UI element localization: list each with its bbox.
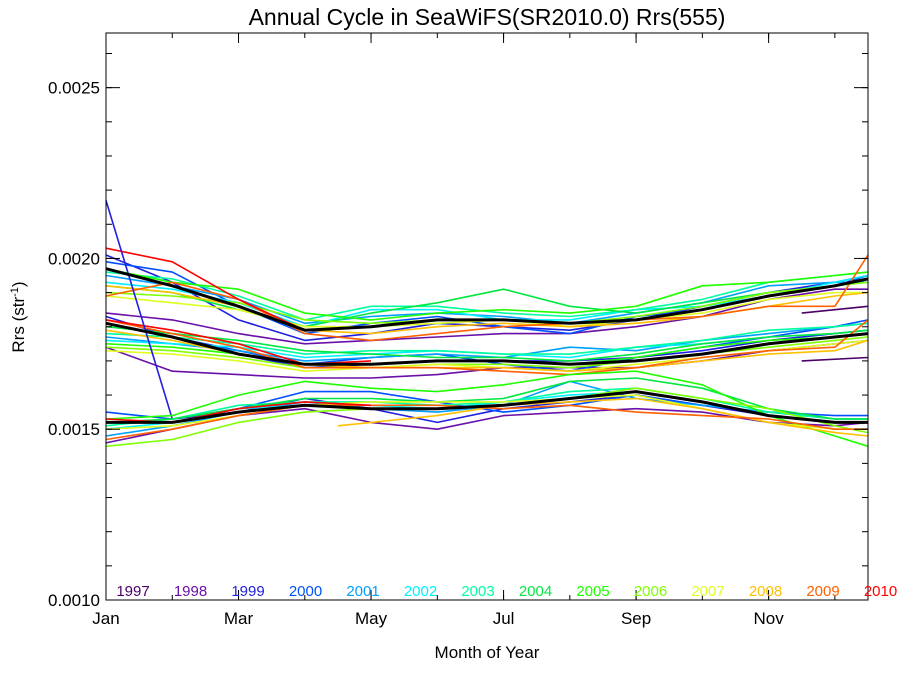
- plot-frame: [105, 32, 869, 601]
- y-axis-label: Rrs (str-1): [9, 281, 28, 352]
- series-line-lower-2009: [105, 404, 868, 441]
- legend-year-2010: 2010: [864, 583, 897, 600]
- legend-year-2003: 2003: [461, 583, 494, 600]
- series-line-middle-2009: [105, 319, 869, 376]
- legend-year-2008: 2008: [749, 583, 782, 600]
- legend-year-1997: 1997: [116, 583, 149, 600]
- legend-year-1999: 1999: [231, 583, 264, 600]
- y-tick-label: 0.0015: [48, 420, 100, 439]
- x-axis-label: Month of Year: [435, 643, 540, 662]
- legend-year-2009: 2009: [806, 583, 839, 600]
- y-tick-label: 0.0010: [48, 591, 100, 610]
- legend-year-1998: 1998: [174, 583, 207, 600]
- series-line-middle-1997: [801, 356, 869, 362]
- legend-year-2000: 2000: [289, 583, 322, 600]
- series-line-upper-2005: [105, 267, 869, 321]
- series-line-lower-2008: [337, 397, 869, 437]
- legend-year-2005: 2005: [576, 583, 609, 600]
- y-axis-label-end: ): [9, 281, 28, 287]
- x-tick-label: Sep: [621, 609, 651, 628]
- mean-line-lower: [106, 390, 868, 424]
- y-tick-label: 0.0025: [48, 79, 100, 98]
- series-line-middle-2006: [105, 336, 869, 369]
- series-line-upper-1997: [801, 305, 869, 314]
- series-line-lower-2006: [105, 387, 869, 448]
- x-tick-label: May: [355, 609, 388, 628]
- legend-year-2007: 2007: [691, 583, 724, 600]
- legend-year-2001: 2001: [346, 583, 379, 600]
- legend-year-2002: 2002: [404, 583, 437, 600]
- y-axis-label-sup: -1: [9, 287, 21, 297]
- mean-line-middle: [105, 321, 869, 366]
- legend-year-2006: 2006: [634, 583, 667, 600]
- legend-year-2004: 2004: [519, 583, 552, 600]
- series-line-middle-2004: [105, 325, 869, 362]
- axis-ticks: Jan Mar May Jul Sep Nov 0.0010 0.0015 0.0020 0.00…: [48, 33, 868, 628]
- x-tick-label: Jan: [92, 609, 119, 628]
- plot-lines: [105, 200, 869, 448]
- year-legend: 1997 1998 1999 2000 2001 2002 2003 2004 2005 2006…: [116, 583, 897, 600]
- mean-line-upper: [105, 267, 869, 332]
- chart-title: Annual Cycle in SeaWiFS(SR2010.0) Rrs(55…: [249, 4, 726, 30]
- y-axis-label-text: Rrs (str: [9, 297, 28, 353]
- x-tick-label: Mar: [224, 609, 254, 628]
- x-tick-label: Jul: [493, 609, 515, 628]
- x-tick-label: Nov: [753, 609, 784, 628]
- y-tick-label: 0.0020: [48, 249, 100, 268]
